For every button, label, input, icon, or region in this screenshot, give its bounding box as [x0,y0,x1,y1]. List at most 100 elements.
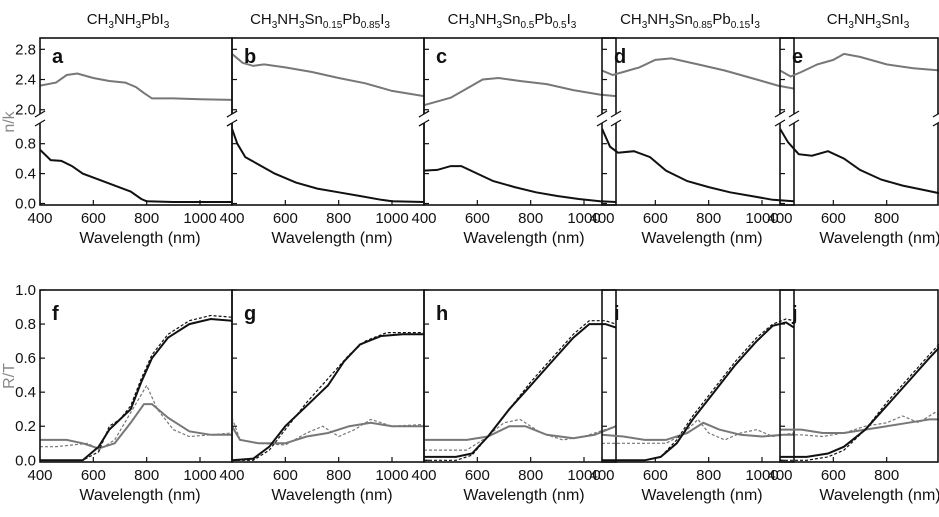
x-tick-label: 600 [821,210,846,227]
axis-break-mark [596,119,608,127]
series-r-simulated [232,417,424,446]
ylabel-r-t: R/T [1,363,18,389]
panel-frame [423,289,617,463]
x-tick-label: 600 [465,210,490,227]
axis-break-mark [596,110,608,118]
panel-f: 0.0 0.2 0.4 0.6 0.8 1.0 f 400 600 800 1000 Waveleng… [15,282,233,504]
panel-title: CH3NH3SnI3 [827,11,910,31]
x-tick-label: 600 [821,467,846,484]
x-tick-label: 400 [589,210,614,227]
panel-frame [779,37,939,206]
axis-break-gap [598,114,606,123]
panel-title: CH3NH3Sn0.85Pb0.15I3 [620,11,760,31]
axis-break-mark [932,121,939,127]
y-tick-label: 0.4 [15,166,36,183]
panel-titles: CH3NH3PbI3 CH3NH3Sn0.15Pb0.85I3 CH3NH3Sn0.… [87,11,910,31]
x-tick-label: 1000 [745,210,778,227]
axis-break-gap [934,114,939,123]
panel-c: c 400 600 800 1000 Wavelength (nm) [411,37,622,247]
series-n [602,57,794,90]
panel-letter: i [614,303,620,325]
panel-letter: e [792,46,803,68]
x-tick-label: 800 [134,467,159,484]
x-tick-label: 800 [134,210,159,227]
x-tick-label: 600 [643,210,668,227]
x-axis-label: Wavelength (nm) [641,487,762,504]
x-axis-label: Wavelength (nm) [819,230,939,247]
series-r-measured [40,403,232,450]
x-tick-label: 600 [81,210,106,227]
x-tick-label: 800 [696,467,721,484]
series-t-simulated [40,314,232,461]
axis-break-mark [34,110,46,118]
x-axis-label: Wavelength (nm) [463,230,584,247]
x-tick-label: 1000 [183,467,216,484]
axis-break-gap [420,114,428,123]
panel-g: g 400 600 800 1000 Wavelength (nm) [219,289,425,504]
panel-frame [231,37,425,206]
panel-letter: d [614,46,626,68]
x-tick-label: 800 [874,210,899,227]
panel-j: j 400 600 800 Wavelength (nm) [767,289,939,504]
series-t-measured [602,321,794,462]
x-axis-label: Wavelength (nm) [271,487,392,504]
y-tick-label: 0.2 [15,418,36,435]
x-axis-label: Wavelength (nm) [463,487,584,504]
axis-break-mark [932,112,939,118]
axis-break-mark [226,119,238,127]
x-tick-label: 400 [219,467,244,484]
ylabel-n-k: n/k [1,110,18,132]
panel-frame [39,289,233,463]
panel-letter: h [436,303,448,325]
x-tick-label: 400 [767,210,792,227]
series-n [232,53,424,98]
panel-title: CH3NH3Sn0.5Pb0.5I3 [448,11,577,31]
x-tick-label: 1000 [567,467,600,484]
panel-letter: b [244,46,256,68]
series-n [40,72,232,101]
y-tick-label: 0.6 [15,350,36,367]
panel-letter: a [52,46,64,68]
axis-break-mark [774,119,786,127]
axis-break-mark [788,119,800,127]
series-t-measured [424,323,616,458]
x-tick-label: 800 [874,467,899,484]
x-tick-label: 1000 [375,210,408,227]
panel-frame [39,37,233,206]
x-tick-label: 800 [696,210,721,227]
series-t-simulated [424,320,616,461]
axis-break-mark [226,110,238,118]
axis-break-mark [418,119,430,127]
x-tick-label: 800 [326,467,351,484]
x-tick-label: 600 [81,467,106,484]
series-r-measured [424,425,616,441]
series-t-measured [780,346,939,458]
panel-frame [423,37,617,206]
axis-break-gap [36,114,44,123]
y-tick-label: 2.8 [15,41,36,58]
x-tick-label: 400 [411,467,436,484]
panel-letter: j [791,303,798,325]
series-t-measured [232,333,424,462]
series-k [780,128,939,195]
series-r-simulated [40,384,232,451]
panel-a: 2.0 2.4 2.8 0.0 0.4 0.8 a 400 600 800 1000 Waveleng… [15,37,238,247]
series-n [780,52,939,78]
x-tick-label: 800 [518,210,543,227]
axis-break-mark [610,119,622,127]
x-tick-label: 600 [273,467,298,484]
x-tick-label: 400 [219,210,244,227]
x-tick-label: 600 [643,467,668,484]
axis-break-gap [790,114,798,123]
panel-frame [231,289,425,463]
y-tick-label: 0.0 [15,452,36,469]
series-r-simulated [424,418,616,451]
series-r-measured [232,421,424,445]
panel-frame [779,289,939,463]
panels: 2.0 2.4 2.8 0.0 0.4 0.8 a 400 600 800 1000 Waveleng… [15,37,939,504]
panel-e: e 400 600 800 Wavelength (nm) [767,37,939,247]
x-tick-label: 600 [273,210,298,227]
axis-break-mark [774,110,786,118]
panel-d: d 400 600 800 1000 Wavelength (nm) [589,37,800,247]
panel-b: b 400 600 800 1000 Wavelength (nm) [219,37,430,247]
